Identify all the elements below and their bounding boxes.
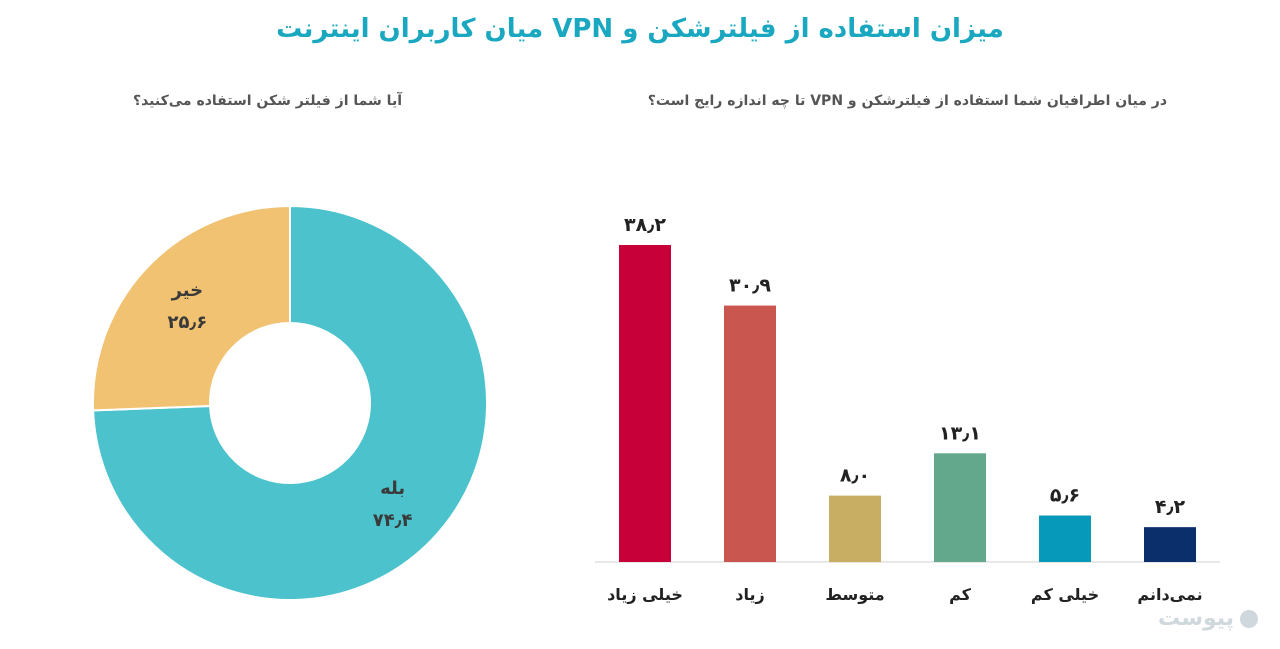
bar-value-label: ۴٫۲ xyxy=(1155,496,1186,518)
bar xyxy=(934,453,986,562)
bar-category-label: متوسط xyxy=(825,585,884,604)
bar-value-label: ۳۸٫۲ xyxy=(624,214,666,236)
bar-category-label: نمی‌دانم xyxy=(1137,585,1202,604)
logo-icon xyxy=(1240,610,1258,628)
bar-category-label: خیلی زیاد xyxy=(607,585,683,604)
bar-value-label: ۸٫۰ xyxy=(840,465,870,487)
bar-chart-title: در میان اطرافیان شما استفاده از فیلترشکن… xyxy=(647,93,1167,109)
bar xyxy=(724,305,776,562)
bar-category-label: کم xyxy=(949,585,972,604)
donut-slice-label: خیر xyxy=(171,280,204,301)
donut-chart-title: آیا شما از فیلتر شکن استفاده می‌کنید؟ xyxy=(132,93,402,109)
bar xyxy=(829,495,881,562)
bar-value-label: ۳۰٫۹ xyxy=(729,275,771,297)
donut-slice-value: ۷۴٫۴ xyxy=(373,510,413,531)
donut-slice-label: بله xyxy=(380,478,405,499)
donut-slice-value: ۲۵٫۶ xyxy=(168,312,208,333)
bar-value-label: ۱۳٫۱ xyxy=(939,422,981,444)
brand-watermark: پیوست xyxy=(1158,606,1258,631)
page-title: میزان استفاده از فیلترشکن و VPN میان کار… xyxy=(276,14,1004,44)
bar-value-label: ۵٫۶ xyxy=(1050,485,1080,507)
donut-slice xyxy=(92,204,488,601)
bar-category-label: زیاد xyxy=(735,585,764,604)
watermark-text: پیوست xyxy=(1158,606,1234,631)
bar xyxy=(619,245,671,562)
bar xyxy=(1144,527,1196,562)
bar-category-label: خیلی کم xyxy=(1031,585,1099,604)
bar xyxy=(1039,515,1091,562)
donut-slice xyxy=(92,204,291,412)
